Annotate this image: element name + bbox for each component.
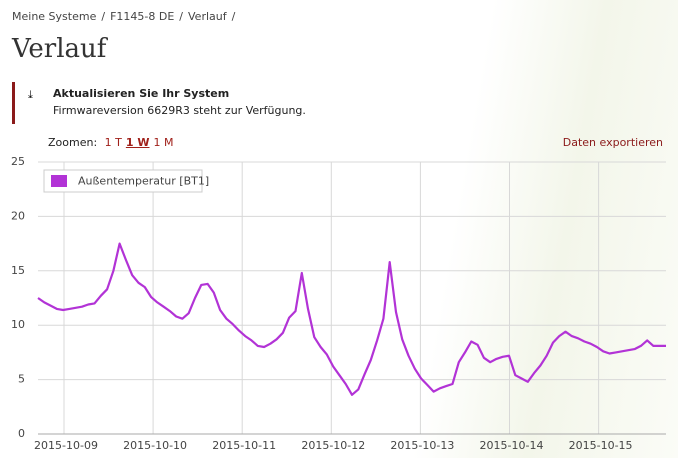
x-tick-label: 2015-10-12 (301, 439, 365, 452)
notice: ⤓ Aktualisieren Sie Ihr System Firmwarev… (12, 82, 315, 124)
x-tick-label: 2015-10-13 (390, 439, 454, 452)
notice-text: Firmwareversion 6629R3 steht zur Verfügu… (53, 104, 306, 117)
y-tick-label: 5 (18, 373, 25, 386)
y-tick-label: 10 (11, 318, 25, 331)
x-tick-label: 2015-10-11 (212, 439, 276, 452)
legend-label: Außentemperatur [BT1] (78, 175, 209, 188)
x-tick-label: 2015-10-09 (34, 439, 98, 452)
legend-swatch (51, 175, 67, 187)
crumb[interactable]: Verlauf (188, 10, 227, 23)
export-link[interactable]: Daten exportieren (562, 136, 663, 149)
x-tick-label: 2015-10-10 (123, 439, 187, 452)
line (37, 242, 666, 396)
zoom-label: Zoomen: (48, 136, 98, 149)
notice-heading: Aktualisieren Sie Ihr System (53, 87, 230, 100)
crumb[interactable]: Meine Systeme (12, 10, 97, 23)
zoom-option[interactable]: 1 W (125, 136, 150, 149)
y-tick-label: 0 (18, 427, 25, 440)
y-tick-label: 25 (11, 155, 25, 168)
zoom-option[interactable]: 1 T (104, 136, 122, 149)
crumb[interactable]: F1145-8 DE (110, 10, 175, 23)
zoom-option[interactable]: 1 M (153, 136, 174, 149)
y-tick-label: 20 (11, 209, 25, 222)
x-tick-label: 2015-10-15 (569, 439, 633, 452)
x-tick-label: 2015-10-14 (480, 439, 544, 452)
download-icon: ⤓ (28, 88, 33, 101)
y-tick-label: 15 (11, 264, 25, 277)
page-title: Verlauf (12, 34, 107, 64)
breadcrumb: Meine Systeme / F1145-8 DE / Verlauf / (12, 10, 236, 23)
legend-box (43, 169, 203, 193)
